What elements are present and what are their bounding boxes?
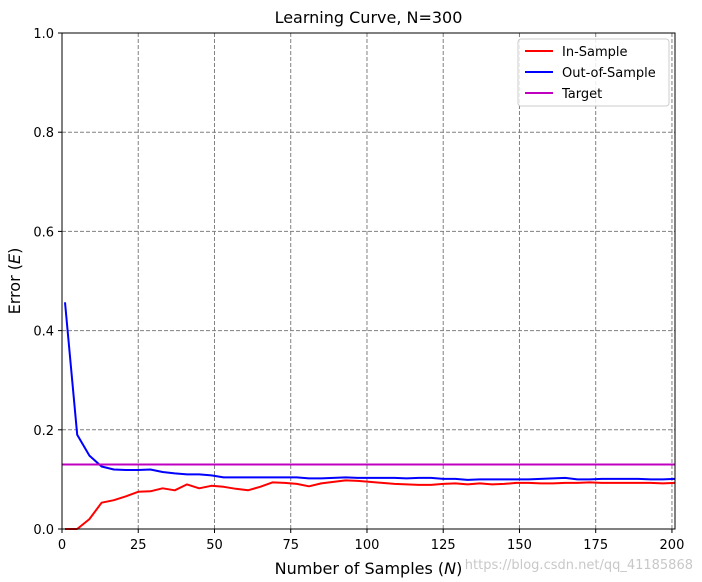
y-tick-label: 0.4 bbox=[33, 325, 54, 340]
x-tick-label: 125 bbox=[431, 538, 456, 553]
x-tick-label: 150 bbox=[507, 538, 532, 553]
x-axis-label-prefix: Number of Samples ( bbox=[275, 559, 445, 578]
x-tick-label: 50 bbox=[206, 538, 223, 553]
chart-title: Learning Curve, N=300 bbox=[275, 8, 463, 27]
series-line-out-of-sample bbox=[64, 302, 676, 481]
x-tick-label: 75 bbox=[282, 538, 299, 553]
legend: In-Sample Out-of-Sample Target bbox=[517, 38, 670, 107]
y-axis-label-prefix: Error ( bbox=[5, 264, 24, 314]
y-axis-label: Error (E) bbox=[5, 248, 24, 315]
legend-box bbox=[517, 38, 670, 107]
legend-label: In-Sample bbox=[562, 45, 628, 60]
y-tick-label: 0.0 bbox=[33, 523, 54, 538]
axis-ticks: 0 25 50 75 100 125 150 175 200 0.0 0.2 0.4 0.6 0.8 1.0 bbox=[33, 27, 684, 553]
y-tick-label: 0.6 bbox=[33, 225, 54, 240]
x-tick-label: 175 bbox=[583, 538, 608, 553]
series-lines bbox=[62, 302, 676, 530]
plot-frame bbox=[61, 32, 676, 530]
x-axis-label: Number of Samples (N) bbox=[275, 559, 463, 578]
legend-label: Target bbox=[561, 87, 602, 102]
x-tick-label: 25 bbox=[130, 538, 147, 553]
y-axis-label-var: E bbox=[5, 253, 24, 264]
x-tick-label: 200 bbox=[660, 538, 685, 553]
y-axis-label-suffix: ) bbox=[5, 248, 24, 254]
y-tick-label: 0.2 bbox=[33, 424, 54, 439]
x-tick-label: 0 bbox=[58, 538, 66, 553]
x-tick-label: 100 bbox=[355, 538, 380, 553]
legend-label: Out-of-Sample bbox=[562, 66, 656, 81]
y-tick-label: 0.8 bbox=[33, 126, 54, 141]
series-line-in-sample bbox=[65, 479, 676, 530]
x-axis-label-var: N bbox=[444, 559, 456, 578]
x-axis-label-suffix: ) bbox=[456, 559, 462, 578]
grid-lines bbox=[61, 32, 675, 530]
watermark-text: https://blog.csdn.net/qq_41185868 bbox=[465, 558, 693, 573]
y-tick-label: 1.0 bbox=[33, 27, 54, 42]
